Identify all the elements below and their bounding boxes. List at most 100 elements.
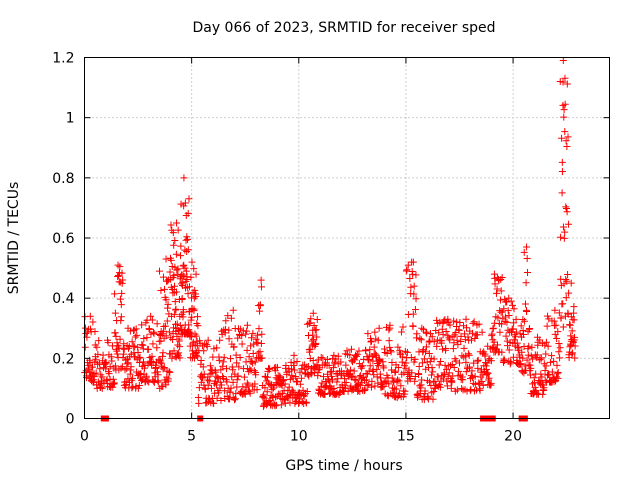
data-point xyxy=(179,271,187,279)
data-point xyxy=(190,265,198,273)
data-point xyxy=(210,399,218,407)
data-point xyxy=(309,309,317,317)
data-point xyxy=(312,365,320,373)
data-point xyxy=(430,355,438,363)
data-point xyxy=(431,377,439,385)
data-point xyxy=(182,236,190,244)
data-point xyxy=(474,364,482,372)
data-point xyxy=(319,354,327,362)
data-point xyxy=(258,283,266,291)
data-point xyxy=(170,324,178,332)
data-point xyxy=(464,350,472,358)
data-point xyxy=(162,255,170,263)
data-point xyxy=(527,364,535,372)
data-point xyxy=(182,267,190,275)
data-point xyxy=(162,381,170,389)
data-point xyxy=(143,334,151,342)
data-point xyxy=(555,309,563,317)
data-point xyxy=(311,342,319,350)
data-point xyxy=(520,248,528,256)
data-point xyxy=(176,354,184,362)
data-point xyxy=(298,365,306,373)
data-point xyxy=(186,329,194,337)
data-point xyxy=(359,362,367,370)
data-point xyxy=(173,350,181,358)
data-point xyxy=(163,373,171,381)
data-point xyxy=(422,348,430,356)
data-point xyxy=(123,360,131,368)
data-point xyxy=(455,367,463,375)
data-point xyxy=(369,368,377,376)
data-point xyxy=(119,276,127,284)
data-point xyxy=(483,359,491,367)
data-point xyxy=(442,344,450,352)
data-point xyxy=(427,330,435,338)
data-point xyxy=(148,352,156,360)
data-point xyxy=(230,343,238,351)
data-point xyxy=(496,296,504,304)
data-point xyxy=(194,393,202,401)
data-point xyxy=(473,357,481,365)
data-point xyxy=(557,314,565,322)
data-point xyxy=(484,342,492,350)
data-point xyxy=(368,377,376,385)
data-point xyxy=(387,348,395,356)
data-point xyxy=(462,368,470,376)
data-point xyxy=(527,352,535,360)
data-point xyxy=(250,340,258,348)
data-point xyxy=(161,285,169,293)
data-point xyxy=(180,174,188,182)
x-axis-label: GPS time / hours xyxy=(285,458,402,474)
data-point xyxy=(120,350,128,358)
data-point xyxy=(138,341,146,349)
data-point xyxy=(351,375,359,383)
data-point xyxy=(560,113,568,121)
data-point xyxy=(447,384,455,392)
data-point xyxy=(229,378,237,386)
data-point xyxy=(500,357,508,365)
data-point xyxy=(446,321,454,329)
data-point xyxy=(490,270,498,278)
data-point xyxy=(500,305,508,313)
data-point xyxy=(521,317,529,325)
data-point xyxy=(306,319,314,327)
data-point xyxy=(406,274,414,282)
data-point xyxy=(519,316,527,324)
data-point xyxy=(364,330,372,338)
data-point xyxy=(562,203,570,211)
data-point xyxy=(213,394,221,402)
data-point xyxy=(329,364,337,372)
data-point xyxy=(278,382,286,390)
data-point xyxy=(255,325,263,333)
data-point xyxy=(227,384,235,392)
data-point xyxy=(390,378,398,386)
data-point xyxy=(386,346,394,354)
data-point xyxy=(306,345,314,353)
data-point xyxy=(450,317,458,325)
data-point xyxy=(561,74,569,82)
x-tick-label: 15 xyxy=(397,429,415,445)
data-point xyxy=(353,350,361,358)
data-point xyxy=(386,343,394,351)
data-point xyxy=(318,379,326,387)
data-point xyxy=(120,345,128,353)
data-point xyxy=(362,376,370,384)
chart-title: Day 066 of 2023, SRMTID for receiver spe… xyxy=(192,20,495,36)
data-point xyxy=(173,219,181,227)
data-point xyxy=(287,365,295,373)
data-point xyxy=(314,369,322,377)
data-point xyxy=(176,343,184,351)
data-point xyxy=(221,387,229,395)
data-point xyxy=(141,361,149,369)
data-point xyxy=(170,241,178,249)
data-point xyxy=(512,315,520,323)
data-point xyxy=(471,335,479,343)
data-point xyxy=(173,266,181,274)
data-point xyxy=(312,326,320,334)
data-point xyxy=(503,318,511,326)
data-point xyxy=(150,378,158,386)
data-point xyxy=(185,283,193,291)
data-point xyxy=(470,359,478,367)
data-point xyxy=(430,338,438,346)
data-point xyxy=(491,280,499,288)
